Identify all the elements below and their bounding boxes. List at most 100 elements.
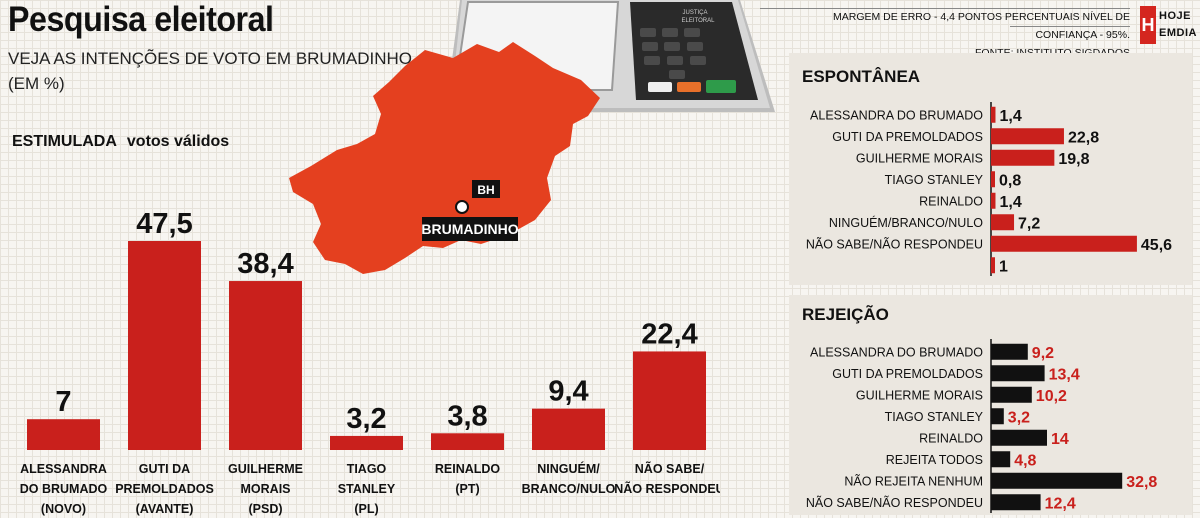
city-label-box [422,217,518,241]
bar-category-label: REINALDO [919,431,983,445]
logo-line-2: EMDIA [1159,27,1197,39]
bar [991,257,995,274]
bar-category-label: TIAGO STANLEY [885,410,984,424]
urna-label-top: JUSTIÇA [682,10,707,16]
bar [991,171,995,188]
bh-label: BH [477,183,494,197]
bar-value-label: 32,8 [1126,474,1157,491]
subtitle-line-1: VEJA AS INTENÇÕES DE VOTO EM BRUMADINHO [8,49,412,68]
bar-category-label: REINALDO [919,194,983,208]
estimulada-category-label: MORAIS [241,482,291,496]
source-divider [760,8,1130,9]
bar-value-label: 3,2 [1008,409,1030,426]
estimulada-value-label: 22,4 [641,318,697,350]
estimulada-bar [27,419,100,450]
urna-branco-key [648,82,672,92]
estimulada-category-label: (PSD) [248,502,282,516]
estimulada-category-label: REINALDO [435,462,501,476]
bar [991,472,1123,489]
bar-category-label: TIAGO STANLEY [885,173,984,187]
bar-value-label: 13,4 [1049,366,1080,383]
urna-corrige-key [677,82,701,92]
bar-value-label: 9,2 [1032,345,1054,362]
bar [991,149,1055,166]
estimulada-value-label: 3,2 [346,403,386,435]
estimulada-category-label: (PL) [354,502,378,516]
urna-confirma-key [706,80,736,93]
estimulada-category-label: TIAGO [347,462,387,476]
estimulada-category-label: (AVANTE) [136,502,194,516]
bar-value-label: 45,6 [1141,237,1172,254]
bar-value-label: 1,4 [999,194,1021,211]
bar [991,386,1032,403]
estimulada-category-label: NÃO RESPONDEU [614,481,720,496]
city-label: BRUMADINHO [421,221,518,237]
bar [991,106,996,123]
estimulada-category-label: ALESSANDRA [20,462,107,476]
logo-line-1: HOJE [1159,10,1191,22]
bar-value-label: 4,8 [1014,452,1036,469]
bar-value-label: 0,8 [999,172,1021,189]
bar-value-label: 12,4 [1045,495,1076,512]
estimulada-value-label: 7 [55,386,71,418]
estimulada-chart: 7 ALESSANDRA DO BRUMADO (NOVO) 47,5 GUTI DA PR… [20,208,720,516]
bar [991,235,1137,252]
estimulada-bar [431,433,504,450]
bar [991,429,1047,446]
estimulada-category-label: STANLEY [338,482,396,496]
page-subtitle: VEJA AS INTENÇÕES DE VOTO EM BRUMADINHO … [8,46,428,96]
subtitle-line-2: (EM %) [8,74,65,93]
map-shape [289,42,600,274]
estimulada-bar [229,281,302,450]
margin-note: MARGEM DE ERRO - 4,4 PONTOS PERCENTUAIS … [833,11,1130,41]
bar-value-label: 14 [1051,431,1069,448]
estimulada-value-label: 3,8 [447,400,487,432]
bar-value-label: 1 [999,258,1008,275]
bar [991,451,1011,468]
state-map: BH BRUMADINHO [289,42,600,274]
source-divider-2 [1010,26,1130,27]
estimulada-category-label: (NOVO) [41,502,86,516]
estimulada-title: ESTIMULADA [12,133,117,150]
espontanea-chart: ALESSANDRA DO BRUMADO 1,4 GUTI DA PREMOLDA… [806,102,1172,276]
estimulada-category-label: GUILHERME [228,462,303,476]
brumadinho-marker [455,200,469,214]
estimulada-category-label: GUTI DA [139,462,190,476]
estimulada-category-label: (PT) [455,482,479,496]
bar [991,494,1041,511]
bar [991,365,1045,382]
publisher-logo: H HOJE EMDIA [1140,6,1196,44]
estimulada-subtitle: votos válidos [126,133,230,150]
bar [991,128,1064,145]
logo-letter: H [1140,6,1156,44]
bar-category-label: GUTI DA PREMOLDADOS [832,130,983,144]
estimulada-bar [128,241,201,450]
bar-value-label: 7,2 [1018,215,1040,232]
rejeicao-title: REJEIÇÃO [802,305,889,324]
urna-label-bottom: ELEITORAL [682,18,716,24]
bar-category-label: GUTI DA PREMOLDADOS [832,367,983,381]
rejeicao-chart: ALESSANDRA DO BRUMADO 9,2 GUTI DA PREMOLDA… [806,339,1157,513]
bar-category-label: NINGUÉM/BRANCO/NULO [829,215,983,230]
bar-category-label: GUILHERME MORAIS [856,388,983,402]
estimulada-header: ESTIMULADA votos válidos [12,133,229,151]
estimulada-category-label: NÃO SABE/ [635,461,705,476]
bar-value-label: 22,8 [1068,129,1099,146]
estimulada-bar [330,435,403,450]
bar [991,343,1028,360]
bar-category-label: NÃO SABE/NÃO RESPONDEU [806,496,983,510]
page-title: Pesquisa eleitoral [8,0,274,39]
urna-keys [640,28,706,79]
bh-label-box [472,180,500,198]
estimulada-bar [532,408,605,450]
bar-value-label: 1,4 [999,108,1021,125]
bar [991,408,1004,425]
espontanea-title: ESPONTÂNEA [802,67,921,86]
bar-category-label: NÃO REJEITA NENHUM [844,474,983,488]
bar-category-label: GUILHERME MORAIS [856,151,983,165]
estimulada-value-label: 38,4 [237,248,293,280]
bar [991,214,1015,231]
bar-value-label: 10,2 [1036,388,1067,405]
estimulada-category-label: BRANCO/NULO [522,482,616,496]
bar-category-label: REJEITA TODOS [886,453,983,467]
